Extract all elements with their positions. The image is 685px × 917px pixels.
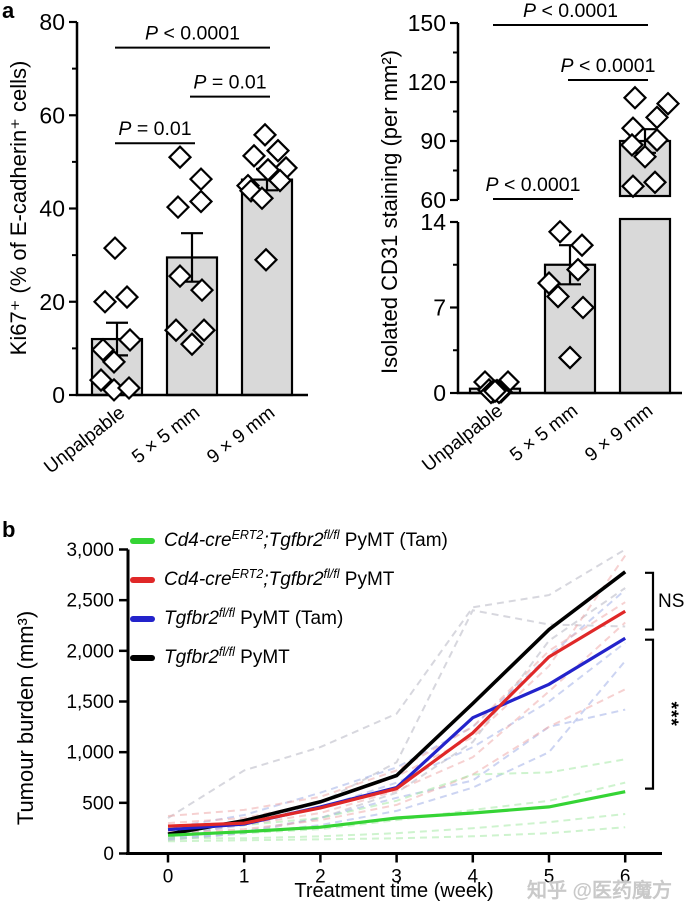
svg-text:2,500: 2,500 [66, 591, 114, 612]
svg-text:Unpalpable: Unpalpable [40, 402, 129, 478]
legend-item: Cd4-creERT2;Tgfbr2fl/fl PyMT (Tam) [130, 521, 448, 560]
chart-legend: Cd4-creERT2;Tgfbr2fl/fl PyMT (Tam) Cd4-cr… [130, 521, 448, 677]
individual-line [167, 601, 626, 817]
legend-label: Tgfbr2fl/fl PyMT (Tam) [164, 606, 344, 629]
individual-line [167, 660, 626, 841]
svg-text:P < 0.0001: P < 0.0001 [486, 174, 581, 196]
svg-text:1,500: 1,500 [66, 692, 114, 713]
svg-text:P < 0.0001: P < 0.0001 [561, 55, 656, 77]
tumour-burden-plot: 0 500 1,000 1,500 2,000 2,500 3,000 0 1 2 3 4 5 6 NS **… [66, 540, 684, 888]
svg-text:0: 0 [52, 382, 65, 408]
treatment-time-x-axis-label: Treatment time (week) [294, 880, 494, 902]
svg-text:3,000: 3,000 [66, 540, 114, 561]
svg-text:60: 60 [39, 102, 65, 128]
svg-text:7: 7 [433, 295, 446, 321]
individual-line [168, 813, 626, 840]
svg-text:P < 0.0001: P < 0.0001 [523, 0, 618, 22]
svg-text:P < 0.0001: P < 0.0001 [145, 23, 240, 45]
mean-line [167, 609, 627, 828]
svg-text:1,000: 1,000 [66, 743, 114, 764]
individual-line [167, 688, 626, 835]
svg-text:5 × 5 mm: 5 × 5 mm [128, 402, 204, 468]
legend-label: Tgfbr2fl/fl PyMT [164, 645, 290, 668]
svg-text:150: 150 [408, 10, 446, 36]
svg-text:80: 80 [39, 9, 65, 35]
svg-text:P = 0.01: P = 0.01 [118, 118, 191, 140]
svg-text:1: 1 [239, 867, 250, 888]
legend-swatch [130, 615, 155, 622]
individual-line [167, 548, 626, 819]
svg-text:P = 0.01: P = 0.01 [193, 72, 266, 94]
svg-text:60: 60 [420, 187, 446, 213]
mean-line [167, 570, 627, 836]
mean-line [167, 790, 626, 837]
bar [240, 178, 294, 397]
svg-text:9 × 9 mm: 9 × 9 mm [581, 400, 657, 466]
svg-text:120: 120 [408, 69, 446, 95]
svg-text:***: *** [660, 702, 681, 727]
svg-text:0: 0 [433, 380, 446, 406]
legend-item: Cd4-creERT2;Tgfbr2fl/fl PyMT [130, 560, 448, 599]
legend-label: Cd4-creERT2;Tgfbr2fl/fl PyMT [164, 567, 395, 590]
legend-label: Cd4-creERT2;Tgfbr2fl/fl PyMT (Tam) [164, 528, 448, 551]
svg-text:90: 90 [420, 128, 446, 154]
legend-swatch [130, 576, 155, 583]
tumour-burden-line-chart: 0 500 1,000 1,500 2,000 2,500 3,000 0 1 2 3 4 5 6 NS **… [66, 540, 684, 888]
svg-text:NS: NS [658, 591, 684, 612]
svg-text:0: 0 [163, 867, 174, 888]
svg-text:40: 40 [39, 196, 65, 222]
watermark: 知乎 @医药魔方 [527, 880, 673, 902]
bar [618, 217, 672, 395]
legend-swatch [130, 654, 155, 661]
svg-text:2: 2 [315, 867, 326, 888]
svg-text:4: 4 [468, 867, 479, 888]
svg-text:20: 20 [39, 289, 65, 315]
significance-bracket [645, 571, 655, 631]
svg-text:5 × 5 mm: 5 × 5 mm [506, 400, 582, 466]
svg-text:5: 5 [544, 867, 555, 888]
svg-text:3: 3 [391, 867, 402, 888]
ki67-bar-chart: 0 20 40 60 80 P = 0.01 P = 0.01 P < 0.0001 Unpal… [39, 9, 308, 478]
svg-text:9 × 9 mm: 9 × 9 mm [203, 402, 279, 468]
svg-text:2,000: 2,000 [66, 641, 114, 662]
individual-line [167, 826, 626, 843]
svg-text:14: 14 [420, 209, 446, 235]
ki67-plot: 0 20 40 60 80 P = 0.01 P = 0.01 P < 0.0001 Unpal… [39, 9, 308, 478]
legend-item: Tgfbr2fl/fl PyMT (Tam) [130, 599, 448, 638]
legend-item: Tgfbr2fl/fl PyMT [130, 638, 448, 677]
svg-text:500: 500 [82, 793, 114, 814]
panel-b-label: b [2, 517, 16, 542]
svg-text:Unpalpable: Unpalpable [418, 400, 507, 476]
significance-bracket [645, 638, 655, 790]
svg-text:0: 0 [103, 844, 114, 865]
legend-swatch [130, 537, 155, 544]
individual-line [167, 589, 626, 830]
svg-text:6: 6 [620, 867, 631, 888]
panel-a-label: a [2, 0, 15, 23]
